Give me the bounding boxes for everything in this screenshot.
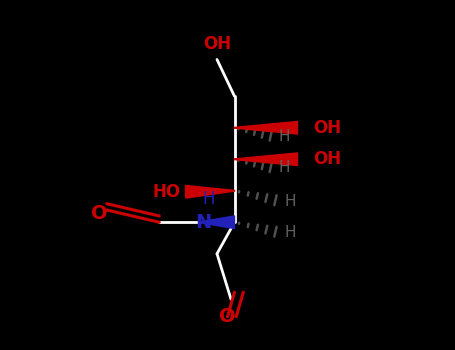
Text: H: H bbox=[202, 190, 214, 209]
Polygon shape bbox=[234, 121, 298, 134]
Polygon shape bbox=[199, 216, 234, 229]
Text: N: N bbox=[195, 213, 211, 232]
Text: OH: OH bbox=[203, 35, 231, 53]
Text: H: H bbox=[285, 225, 296, 240]
Text: OH: OH bbox=[313, 150, 341, 168]
Text: H: H bbox=[285, 194, 296, 209]
Polygon shape bbox=[234, 153, 298, 166]
Text: O: O bbox=[91, 204, 108, 223]
Text: H: H bbox=[279, 161, 290, 175]
Text: OH: OH bbox=[313, 119, 341, 137]
Polygon shape bbox=[185, 186, 234, 198]
Text: HO: HO bbox=[152, 183, 180, 201]
Text: O: O bbox=[219, 307, 236, 326]
Text: H: H bbox=[279, 129, 290, 144]
